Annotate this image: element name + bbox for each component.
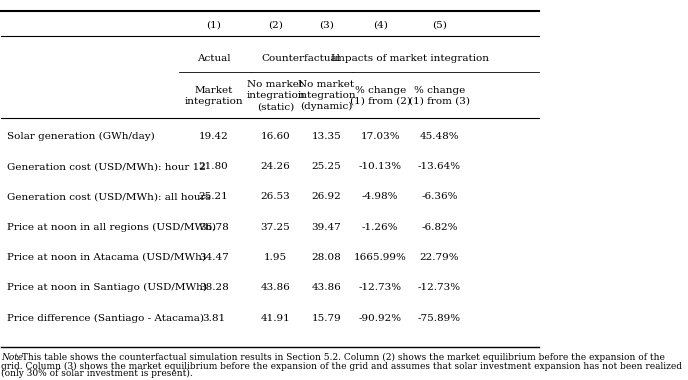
Text: -75.89%: -75.89% (418, 314, 461, 323)
Text: No market
integration
(static): No market integration (static) (246, 80, 305, 111)
Text: % change
(1) from (2): % change (1) from (2) (350, 86, 411, 106)
Text: : This table shows the counterfactual simulation results in Section 5.2. Column : : This table shows the counterfactual si… (17, 353, 665, 363)
Text: 1665.99%: 1665.99% (354, 253, 407, 262)
Text: 16.60: 16.60 (261, 132, 290, 141)
Text: Counterfactual: Counterfactual (261, 54, 341, 63)
Text: 45.48%: 45.48% (420, 132, 459, 141)
Text: 26.92: 26.92 (312, 192, 341, 201)
Text: -10.13%: -10.13% (358, 162, 402, 171)
Text: % change
(1) from (3): % change (1) from (3) (409, 86, 470, 106)
Text: 15.79: 15.79 (312, 314, 341, 323)
Text: Impacts of market integration: Impacts of market integration (331, 54, 489, 63)
Text: grid. Column (3) shows the market equilibrium before the expansion of the grid a: grid. Column (3) shows the market equili… (1, 362, 682, 371)
Text: (4): (4) (373, 21, 388, 30)
Text: 17.03%: 17.03% (361, 132, 400, 141)
Text: (3): (3) (319, 21, 334, 30)
Text: 25.21: 25.21 (199, 192, 228, 201)
Text: 21.80: 21.80 (199, 162, 228, 171)
Text: 37.25: 37.25 (261, 223, 290, 232)
Text: 41.91: 41.91 (261, 314, 290, 323)
Text: Price at noon in Santiago (USD/MWh): Price at noon in Santiago (USD/MWh) (7, 283, 207, 292)
Text: 22.79%: 22.79% (420, 253, 459, 262)
Text: Actual: Actual (197, 54, 230, 63)
Text: -12.73%: -12.73% (358, 283, 402, 292)
Text: (5): (5) (432, 21, 447, 30)
Text: 43.86: 43.86 (312, 283, 341, 292)
Text: 36.78: 36.78 (199, 223, 228, 232)
Text: Price at noon in Atacama (USD/MWh): Price at noon in Atacama (USD/MWh) (7, 253, 206, 262)
Text: 1.95: 1.95 (264, 253, 287, 262)
Text: -12.73%: -12.73% (418, 283, 461, 292)
Text: -4.98%: -4.98% (362, 192, 398, 201)
Text: Solar generation (GWh/day): Solar generation (GWh/day) (7, 132, 155, 141)
Text: -13.64%: -13.64% (418, 162, 461, 171)
Text: 39.47: 39.47 (312, 223, 341, 232)
Text: -1.26%: -1.26% (362, 223, 398, 232)
Text: Note: Note (1, 353, 23, 362)
Text: (1): (1) (206, 21, 221, 30)
Text: -90.92%: -90.92% (358, 314, 402, 323)
Text: No market
integration
(dynamic): No market integration (dynamic) (297, 80, 356, 111)
Text: 28.08: 28.08 (312, 253, 341, 262)
Text: (2): (2) (268, 21, 283, 30)
Text: 24.26: 24.26 (261, 162, 290, 171)
Text: 26.53: 26.53 (261, 192, 290, 201)
Text: -6.82%: -6.82% (421, 223, 458, 232)
Text: 43.86: 43.86 (261, 283, 290, 292)
Text: 38.28: 38.28 (199, 283, 228, 292)
Text: Generation cost (USD/MWh): all hours: Generation cost (USD/MWh): all hours (7, 192, 211, 201)
Text: Market
integration: Market integration (184, 86, 243, 106)
Text: Price difference (Santiago - Atacama): Price difference (Santiago - Atacama) (7, 314, 204, 323)
Text: 34.47: 34.47 (199, 253, 228, 262)
Text: (only 30% of solar investment is present).: (only 30% of solar investment is present… (1, 369, 193, 378)
Text: 13.35: 13.35 (312, 132, 341, 141)
Text: Generation cost (USD/MWh): hour 12: Generation cost (USD/MWh): hour 12 (7, 162, 206, 171)
Text: 25.25: 25.25 (312, 162, 341, 171)
Text: 19.42: 19.42 (199, 132, 228, 141)
Text: Price at noon in all regions (USD/MWh): Price at noon in all regions (USD/MWh) (7, 223, 216, 232)
Text: -6.36%: -6.36% (421, 192, 458, 201)
Text: 3.81: 3.81 (202, 314, 225, 323)
